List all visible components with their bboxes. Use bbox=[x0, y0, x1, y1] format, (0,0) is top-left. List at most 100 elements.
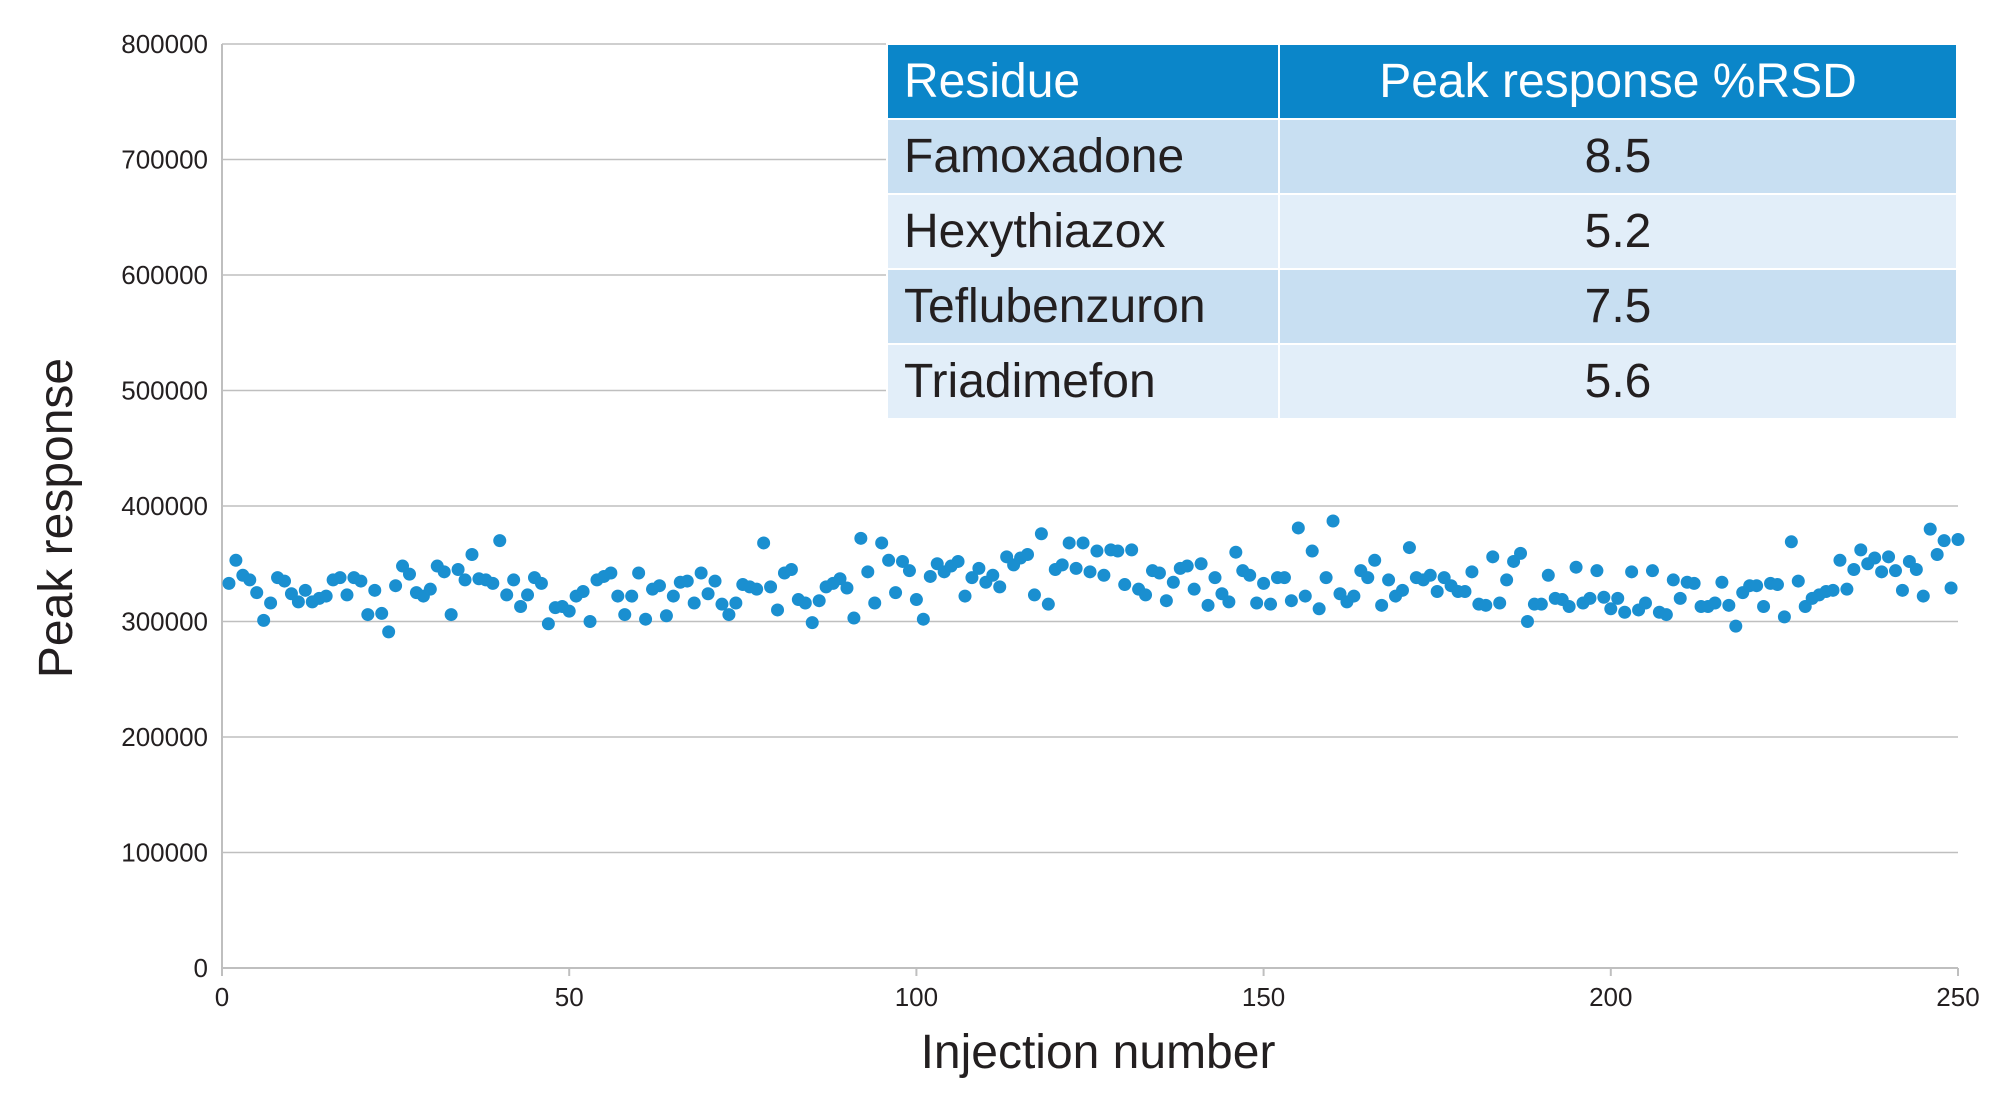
data-point bbox=[1187, 582, 1201, 596]
data-point bbox=[368, 583, 382, 597]
data-point bbox=[1243, 568, 1257, 582]
data-point bbox=[1375, 598, 1389, 612]
data-point bbox=[1597, 590, 1611, 604]
data-point bbox=[965, 571, 979, 585]
data-point bbox=[1833, 553, 1847, 567]
data-point bbox=[652, 579, 666, 593]
data-point bbox=[562, 604, 576, 618]
data-point bbox=[618, 608, 632, 622]
data-point bbox=[1534, 597, 1548, 611]
data-point bbox=[1659, 608, 1673, 622]
data-point bbox=[632, 566, 646, 580]
data-point bbox=[277, 574, 291, 588]
data-point bbox=[243, 573, 257, 587]
data-point bbox=[1159, 594, 1173, 608]
data-point bbox=[1777, 610, 1791, 624]
data-point bbox=[534, 576, 548, 590]
data-point bbox=[583, 615, 597, 628]
data-point bbox=[1368, 553, 1382, 567]
data-point bbox=[1500, 573, 1514, 587]
data-point bbox=[1291, 521, 1305, 535]
table-row: Famoxadone 8.5 bbox=[886, 118, 1958, 195]
data-point bbox=[375, 606, 389, 620]
data-point bbox=[1708, 596, 1722, 610]
data-point bbox=[1423, 568, 1437, 582]
x-axis-title: Injection number bbox=[921, 1026, 1276, 1079]
y-tick-label: 300000 bbox=[121, 607, 208, 637]
data-point bbox=[250, 586, 264, 600]
data-point bbox=[1729, 619, 1743, 633]
data-point bbox=[1097, 568, 1111, 582]
data-point bbox=[354, 574, 368, 588]
data-point bbox=[1250, 596, 1264, 610]
x-tick-label: 50 bbox=[555, 982, 584, 1012]
data-point bbox=[666, 589, 680, 603]
data-point bbox=[382, 625, 396, 639]
data-point bbox=[722, 608, 736, 622]
data-point bbox=[1951, 532, 1965, 546]
data-point bbox=[1541, 568, 1555, 582]
data-point bbox=[1757, 599, 1771, 613]
data-point bbox=[1514, 546, 1528, 560]
data-point bbox=[298, 583, 312, 597]
data-point bbox=[1194, 557, 1208, 571]
data-point bbox=[868, 596, 882, 610]
data-point bbox=[972, 561, 986, 575]
data-point bbox=[1326, 514, 1340, 528]
data-point bbox=[1854, 543, 1868, 557]
data-point bbox=[889, 586, 903, 600]
data-point bbox=[833, 572, 847, 586]
data-point bbox=[465, 548, 479, 562]
data-point bbox=[1021, 548, 1035, 562]
data-point bbox=[916, 612, 930, 626]
data-point bbox=[708, 574, 722, 588]
data-point bbox=[715, 597, 729, 611]
data-point bbox=[291, 595, 305, 609]
rsd-value: 5.2 bbox=[1278, 193, 1958, 270]
data-point bbox=[1784, 535, 1798, 549]
data-point bbox=[437, 565, 451, 579]
y-tick-label: 0 bbox=[194, 953, 208, 983]
rsd-value: 8.5 bbox=[1278, 118, 1958, 195]
data-point bbox=[1083, 565, 1097, 579]
residue-name: Hexythiazox bbox=[886, 193, 1280, 270]
data-point bbox=[1382, 573, 1396, 587]
data-point bbox=[1875, 565, 1889, 579]
data-point bbox=[1069, 561, 1083, 575]
data-point bbox=[1618, 605, 1632, 619]
data-point bbox=[1277, 571, 1291, 585]
data-point bbox=[451, 563, 465, 577]
data-point bbox=[1395, 583, 1409, 597]
data-point bbox=[1118, 578, 1132, 592]
data-point bbox=[1458, 584, 1472, 598]
data-point bbox=[1361, 571, 1375, 585]
data-point bbox=[1139, 588, 1153, 602]
data-point bbox=[1430, 584, 1444, 598]
data-point bbox=[1722, 598, 1736, 612]
data-point bbox=[701, 587, 715, 601]
data-point bbox=[1222, 595, 1236, 609]
table-row: Triadimefon 5.6 bbox=[886, 343, 1958, 420]
data-point bbox=[1034, 527, 1048, 541]
data-point bbox=[458, 573, 472, 587]
data-point bbox=[993, 580, 1007, 594]
data-point bbox=[757, 536, 771, 550]
x-tick-label: 100 bbox=[895, 982, 938, 1012]
data-point bbox=[319, 589, 333, 603]
table-row: Teflubenzuron 7.5 bbox=[886, 268, 1958, 345]
x-tick-label: 200 bbox=[1589, 982, 1632, 1012]
data-point bbox=[1791, 574, 1805, 588]
data-point bbox=[1930, 548, 1944, 562]
data-point bbox=[812, 594, 826, 608]
data-point bbox=[1125, 543, 1139, 557]
data-point bbox=[402, 567, 416, 581]
data-point bbox=[541, 617, 555, 631]
data-point bbox=[1465, 565, 1479, 579]
axes bbox=[221, 44, 1959, 976]
data-point bbox=[1639, 596, 1653, 610]
data-point bbox=[1666, 573, 1680, 587]
data-point bbox=[902, 564, 916, 578]
data-point bbox=[1937, 534, 1951, 548]
data-point bbox=[764, 580, 778, 594]
